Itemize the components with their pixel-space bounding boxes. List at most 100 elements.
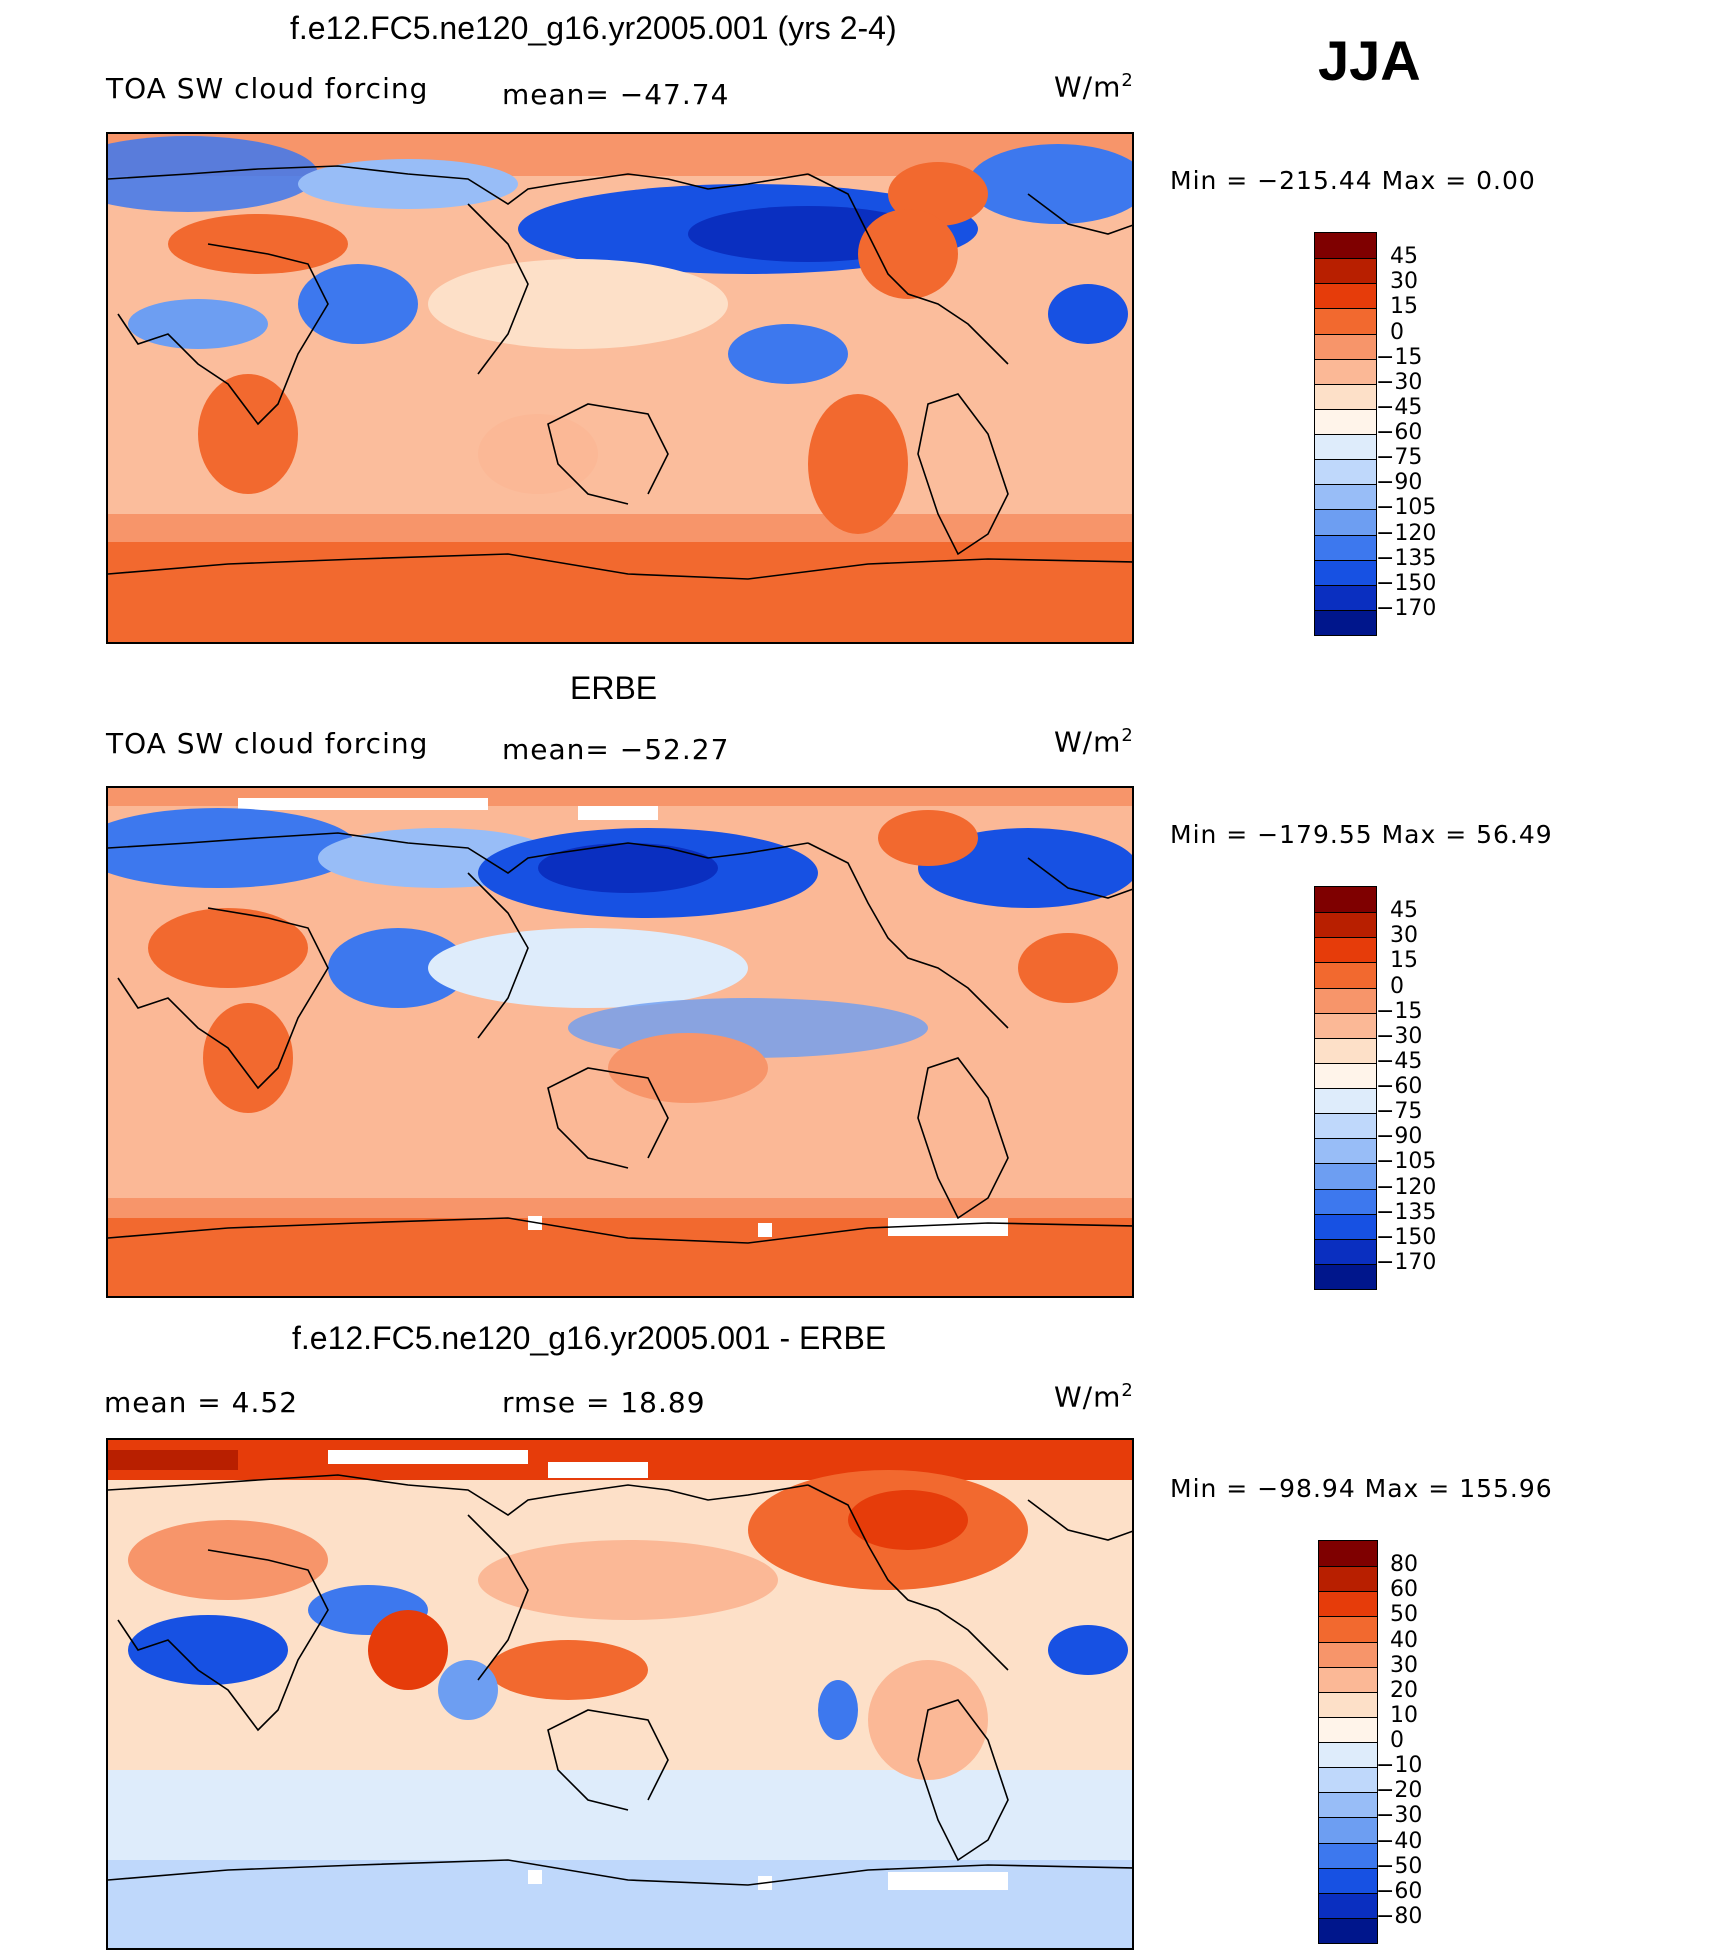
panel1-colorbar bbox=[1314, 232, 1377, 636]
colorbar-swatch bbox=[1315, 283, 1376, 309]
colorbar-swatch bbox=[1315, 333, 1376, 359]
colorbar-tick-label: −105 bbox=[1376, 1149, 1437, 1175]
colorbar-swatch bbox=[1315, 408, 1376, 434]
colorbar-swatch bbox=[1315, 937, 1376, 963]
colorbar-swatch bbox=[1315, 987, 1376, 1013]
colorbar-tick-label: −45 bbox=[1376, 1048, 1423, 1074]
panel3-units-exp: 2 bbox=[1121, 1380, 1134, 1401]
colorbar-swatch bbox=[1315, 584, 1376, 610]
colorbar-tick-label: −40 bbox=[1376, 1828, 1423, 1854]
colorbar-tick-label: −75 bbox=[1376, 1099, 1423, 1125]
panel2-title: ERBE bbox=[570, 670, 658, 706]
colorbar-tick-label: 30 bbox=[1390, 923, 1418, 949]
panel3-mean-label: mean = 4.52 bbox=[104, 1386, 299, 1419]
colorbar-tick-label: −170 bbox=[1376, 1249, 1437, 1275]
colorbar-tick-label: 0 bbox=[1390, 973, 1404, 999]
colorbar-swatch bbox=[1315, 509, 1376, 535]
colorbar-swatch bbox=[1319, 1767, 1377, 1793]
panel3-units-text: W/m bbox=[1054, 1380, 1122, 1414]
colorbar-swatch bbox=[1319, 1641, 1377, 1667]
panel2-units: W/m2 bbox=[1054, 725, 1134, 758]
colorbar-swatch bbox=[1319, 1541, 1377, 1567]
colorbar-tick-label: 40 bbox=[1390, 1627, 1418, 1653]
colorbar-swatch bbox=[1315, 459, 1376, 485]
colorbar-tick-label: −90 bbox=[1376, 470, 1423, 496]
colorbar-tick-label: −80 bbox=[1376, 1903, 1423, 1929]
panel1-units: W/m2 bbox=[1054, 70, 1134, 103]
colorbar-swatch bbox=[1319, 1867, 1377, 1893]
colorbar-tick-label: −120 bbox=[1376, 520, 1437, 546]
colorbar-swatch bbox=[1315, 1088, 1376, 1114]
colorbar-tick-label: 60 bbox=[1390, 1577, 1418, 1603]
colorbar-tick-label: 45 bbox=[1390, 244, 1418, 270]
panel2-units-text: W/m bbox=[1054, 725, 1122, 759]
panel3-colorbar bbox=[1318, 1540, 1378, 1944]
colorbar-tick-label: −75 bbox=[1376, 445, 1423, 471]
colorbar-tick-label: 0 bbox=[1390, 319, 1404, 345]
season-label: JJA bbox=[1318, 29, 1421, 92]
colorbar-swatch bbox=[1315, 1062, 1376, 1088]
colorbar-swatch bbox=[1319, 1616, 1377, 1642]
panel2-mean-label: mean= −52.27 bbox=[502, 733, 730, 766]
colorbar-swatch bbox=[1319, 1817, 1377, 1843]
panel1-title: f.e12.FC5.ne120_g16.yr2005.001 (yrs 2-4) bbox=[290, 10, 897, 46]
panel1-mean-label: mean= −47.74 bbox=[502, 78, 730, 111]
colorbar-tick-label: −50 bbox=[1376, 1853, 1423, 1879]
colorbar-swatch bbox=[1315, 559, 1376, 585]
colorbar-swatch bbox=[1315, 233, 1376, 259]
colorbar-swatch bbox=[1319, 1892, 1377, 1918]
colorbar-tick-label: −15 bbox=[1376, 998, 1423, 1024]
colorbar-swatch bbox=[1315, 609, 1376, 635]
colorbar-swatch bbox=[1319, 1842, 1377, 1868]
colorbar-swatch bbox=[1315, 1113, 1376, 1139]
colorbar-swatch bbox=[1319, 1691, 1377, 1717]
colorbar-swatch bbox=[1315, 1037, 1376, 1063]
panel1-model-map bbox=[106, 132, 1134, 644]
colorbar-tick-label: −15 bbox=[1376, 344, 1423, 370]
colorbar-swatch bbox=[1315, 1163, 1376, 1189]
colorbar-tick-label: −45 bbox=[1376, 394, 1423, 420]
colorbar-tick-label: −30 bbox=[1376, 1023, 1423, 1049]
colorbar-tick-label: −30 bbox=[1376, 1803, 1423, 1829]
colorbar-tick-label: 15 bbox=[1390, 948, 1418, 974]
colorbar-swatch bbox=[1319, 1591, 1377, 1617]
panel3-rmse-label: rmse = 18.89 bbox=[502, 1386, 706, 1419]
panel2-variable-label: TOA SW cloud forcing bbox=[106, 727, 429, 760]
panel2-units-exp: 2 bbox=[1121, 725, 1134, 746]
colorbar-tick-label: −135 bbox=[1376, 545, 1437, 571]
colorbar-tick-label: 30 bbox=[1390, 1652, 1418, 1678]
colorbar-tick-label: −150 bbox=[1376, 570, 1437, 596]
colorbar-swatch bbox=[1315, 962, 1376, 988]
colorbar-tick-label: 30 bbox=[1390, 269, 1418, 295]
colorbar-tick-label: −60 bbox=[1376, 1074, 1423, 1099]
colorbar-swatch bbox=[1319, 1716, 1377, 1742]
colorbar-swatch bbox=[1319, 1792, 1377, 1818]
panel3-difference-map bbox=[106, 1438, 1134, 1950]
colorbar-swatch bbox=[1315, 1138, 1376, 1164]
colorbar-tick-label: −60 bbox=[1376, 1878, 1423, 1904]
panel2-colorbar bbox=[1314, 886, 1377, 1290]
colorbar-swatch bbox=[1315, 1238, 1376, 1264]
colorbar-swatch bbox=[1315, 534, 1376, 560]
panel1-units-exp: 2 bbox=[1121, 70, 1134, 91]
colorbar-tick-label: 20 bbox=[1390, 1677, 1418, 1703]
colorbar-swatch bbox=[1315, 912, 1376, 938]
colorbar-tick-label: −10 bbox=[1376, 1753, 1423, 1779]
colorbar-tick-label: −20 bbox=[1376, 1778, 1423, 1804]
panel1-variable-label: TOA SW cloud forcing bbox=[106, 72, 429, 105]
colorbar-swatch bbox=[1315, 383, 1376, 409]
panel2-minmax: Min = −179.55 Max = 56.49 bbox=[1170, 820, 1553, 849]
colorbar-swatch bbox=[1315, 887, 1376, 913]
colorbar-tick-label: −60 bbox=[1376, 420, 1423, 445]
colorbar-tick-label: 10 bbox=[1390, 1702, 1418, 1728]
colorbar-tick-label: 0 bbox=[1390, 1728, 1404, 1753]
colorbar-swatch bbox=[1319, 1917, 1377, 1943]
colorbar-tick-label: −170 bbox=[1376, 595, 1437, 621]
panel1-minmax: Min = −215.44 Max = 0.00 bbox=[1170, 166, 1536, 195]
colorbar-tick-label: 50 bbox=[1390, 1602, 1418, 1628]
panel2-erbe-map bbox=[106, 786, 1134, 1298]
colorbar-swatch bbox=[1319, 1742, 1377, 1768]
colorbar-swatch bbox=[1319, 1566, 1377, 1592]
colorbar-swatch bbox=[1315, 1012, 1376, 1038]
colorbar-tick-label: −105 bbox=[1376, 495, 1437, 521]
